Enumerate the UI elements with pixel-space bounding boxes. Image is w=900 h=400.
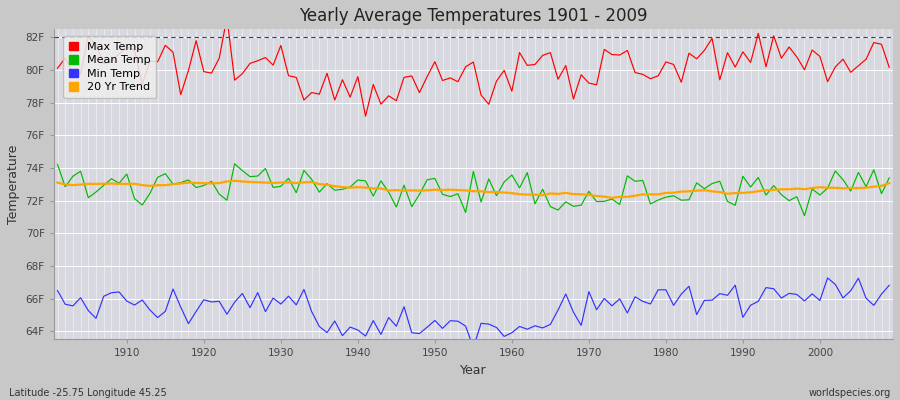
Legend: Max Temp, Mean Temp, Min Temp, 20 Yr Trend: Max Temp, Mean Temp, Min Temp, 20 Yr Tre… (63, 36, 156, 98)
Title: Yearly Average Temperatures 1901 - 2009: Yearly Average Temperatures 1901 - 2009 (299, 7, 648, 25)
X-axis label: Year: Year (460, 364, 487, 377)
Text: worldspecies.org: worldspecies.org (809, 388, 891, 398)
Text: Latitude -25.75 Longitude 45.25: Latitude -25.75 Longitude 45.25 (9, 388, 166, 398)
Y-axis label: Temperature: Temperature (7, 145, 20, 224)
